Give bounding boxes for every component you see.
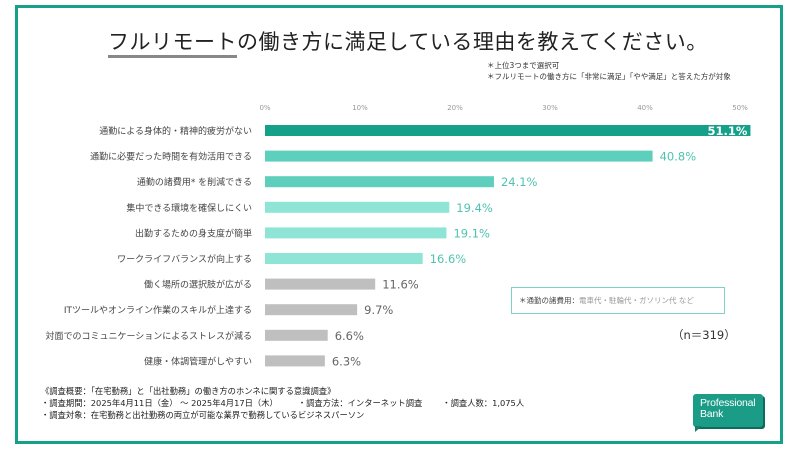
x-tick-label: 30% — [542, 104, 558, 112]
value-label: 19.1% — [453, 226, 490, 240]
value-label: 6.3% — [332, 354, 361, 368]
category-label: 通勤による身体的・精神的疲労がない — [99, 125, 252, 137]
survey-target: ・調査対象：在宅勤務と出社勤務の両立が可能な業界で勤務しているビジネスパーソン — [41, 410, 365, 420]
footnote-bold: ＊通勤の諸費用： — [519, 296, 579, 305]
footnote-muted: 電車代・駐輪代・ガソリン代 など — [579, 296, 694, 305]
sample-size-label: （n＝319） — [672, 328, 736, 342]
footnote-box: ＊通勤の諸費用：電車代・駐輪代・ガソリン代 など — [511, 287, 725, 314]
bar — [265, 227, 447, 239]
survey-period: ・調査期間：2025年4月11日（金） ～ 2025年4月17日（木） — [41, 398, 278, 408]
chart-title: フルリモートの働き方に満足している理由を教えてください。 — [108, 26, 708, 58]
note-line: ＊フルリモートの働き方に「非常に満足」「やや満足」と答えた方が対象 — [487, 72, 731, 81]
title-rest: の働き方に満足している理由を教えてください。 — [237, 30, 708, 54]
category-label: 通勤に必要だった時間を有効活用できる — [90, 151, 252, 163]
survey-footer: 《調査概要：「在宅勤務」と「出社勤務」の働き方のホンネに関する意識調査》 ・調査… — [41, 385, 524, 421]
professional-bank-logo: Professional Bank — [693, 394, 763, 432]
category-label: 通勤の諸費用* を削減できる — [137, 176, 252, 188]
category-label: 出勤するための身支度が簡単 — [135, 227, 252, 239]
category-label: ITツールやオンライン作業のスキルが上達する — [64, 304, 252, 316]
bar — [265, 150, 653, 162]
x-tick-label: 10% — [352, 104, 368, 112]
value-label: 9.7% — [364, 303, 393, 317]
bar — [265, 201, 450, 213]
survey-method: ・調査方法：インターネット調査 — [297, 398, 423, 408]
value-label: 6.6% — [335, 329, 364, 343]
x-tick-label: 0% — [259, 104, 270, 112]
survey-title: 《調査概要：「在宅勤務」と「出社勤務」の働き方のホンネに関する意識調査》 — [41, 386, 336, 396]
note-line: ＊上位3つまで選択可 — [487, 61, 560, 70]
bar — [265, 176, 494, 188]
bar — [265, 329, 328, 341]
title-underlined-part: フルリモート — [108, 30, 237, 58]
chart-frame — [15, 5, 783, 444]
category-label: 働く場所の選択肢が広がる — [144, 279, 252, 291]
logo-speech-tail — [695, 426, 702, 432]
bar — [265, 355, 325, 367]
survey-count: ・調査人数：1,075人 — [442, 398, 525, 408]
logo-line2: Bank — [700, 408, 724, 420]
value-label: 16.6% — [430, 252, 467, 266]
x-tick-label: 50% — [732, 104, 748, 112]
value-label: 40.8% — [660, 150, 697, 164]
category-label: 健康・体調管理がしやすい — [144, 355, 252, 367]
value-label: 11.6% — [382, 278, 419, 292]
bar — [265, 253, 423, 264]
x-tick-label: 20% — [447, 104, 463, 112]
notes: ＊上位3つまで選択可 ＊フルリモートの働き方に「非常に満足」「やや満足」と答えた… — [487, 60, 731, 82]
x-tick-label: 40% — [637, 104, 653, 112]
bar — [265, 125, 751, 136]
survey-meta-line: ・調査期間：2025年4月11日（金） ～ 2025年4月17日（木） ・調査方法… — [41, 397, 524, 409]
value-label: 51.1% — [708, 124, 748, 138]
value-label: 19.4% — [456, 201, 493, 215]
bar — [265, 304, 358, 316]
bar — [265, 278, 376, 290]
bars: 通勤による身体的・精神的疲労がない 51.1% 通勤に必要だった時間を有効活用できる… — [45, 124, 751, 368]
logo-line1: Professional — [700, 397, 756, 409]
category-label: 集中できる環境を確保しにくい — [126, 202, 252, 214]
category-label: 対面でのコミュニケーションによるストレスが減る — [45, 330, 252, 342]
category-label: ワークライフバランスが向上する — [117, 253, 252, 265]
value-label: 24.1% — [501, 175, 538, 189]
x-axis-ticks: 0% 10% 20% 30% 40% 50% — [259, 104, 748, 112]
